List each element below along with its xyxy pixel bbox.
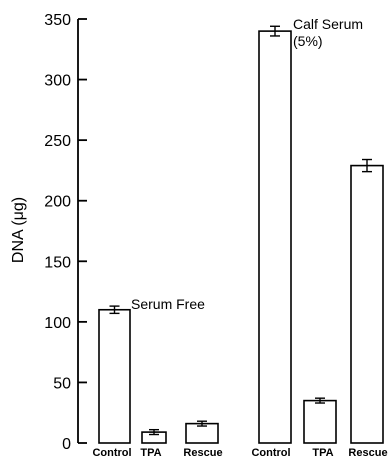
bar-control-1 bbox=[258, 30, 292, 444]
bar-tpa-1 bbox=[303, 399, 337, 444]
group-label-serum-free: Serum Free bbox=[131, 296, 205, 312]
group-label-calf-serum: Calf Serum bbox=[293, 16, 363, 32]
bar-rescue-1 bbox=[350, 164, 384, 444]
category-label: TPA bbox=[140, 447, 161, 459]
y-tick-label: 0 bbox=[62, 436, 71, 453]
y-tick-label: 150 bbox=[44, 254, 71, 271]
y-tick-label: 350 bbox=[44, 12, 71, 29]
y-tick-label: 100 bbox=[44, 315, 71, 332]
y-axis-label: DNA (μg) bbox=[10, 197, 27, 263]
category-label: Control bbox=[251, 447, 290, 459]
category-label: TPA bbox=[312, 447, 333, 459]
group-label-calf-serum-percent: (5%) bbox=[293, 33, 323, 49]
y-tick-label: 50 bbox=[53, 375, 71, 392]
bar-control-0 bbox=[98, 308, 131, 444]
category-label: Rescue bbox=[348, 447, 387, 459]
category-label: Rescue bbox=[183, 447, 222, 459]
y-tick-label: 250 bbox=[44, 133, 71, 150]
y-tick-label: 300 bbox=[44, 73, 71, 90]
y-tick-label: 200 bbox=[44, 194, 71, 211]
bars: Control TPA Rescue Control TPA Rescue bbox=[92, 25, 388, 459]
category-label: Control bbox=[92, 447, 131, 459]
y-axis: 0 50 100 150 200 250 300 350 bbox=[44, 12, 87, 453]
